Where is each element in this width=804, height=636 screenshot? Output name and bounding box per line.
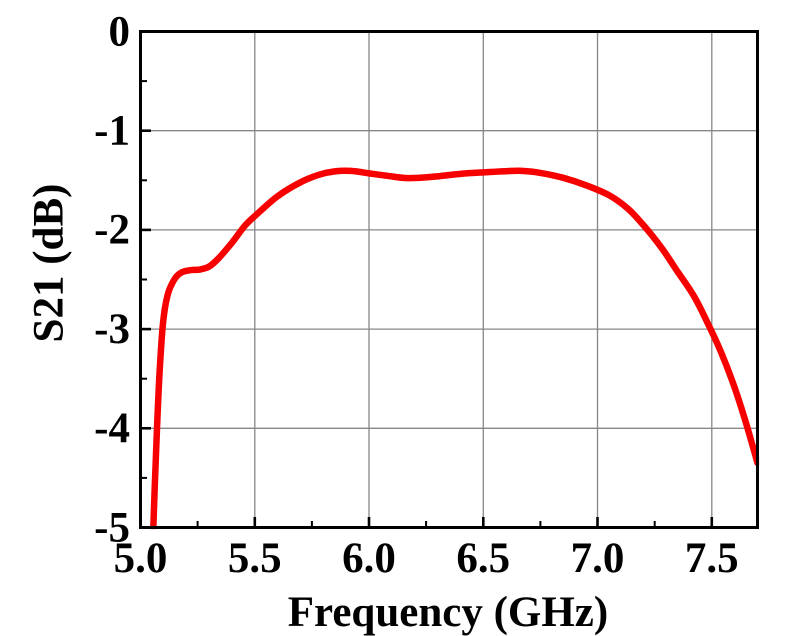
svg-text:Frequency (GHz): Frequency (GHz)	[288, 589, 608, 636]
svg-text:7.0: 7.0	[571, 535, 625, 582]
svg-text:7.5: 7.5	[685, 535, 739, 582]
svg-text:-2: -2	[94, 207, 130, 254]
svg-text:0: 0	[109, 8, 131, 55]
svg-text:-5: -5	[94, 504, 130, 551]
svg-text:-1: -1	[94, 108, 130, 155]
svg-text:-3: -3	[94, 306, 130, 353]
svg-text:5.0: 5.0	[114, 535, 168, 582]
svg-text:6.0: 6.0	[342, 535, 396, 582]
svg-text:-4: -4	[94, 405, 130, 452]
svg-text:S21 (dB): S21 (dB)	[26, 184, 73, 343]
svg-text:6.5: 6.5	[456, 535, 510, 582]
svg-text:5.5: 5.5	[228, 535, 282, 582]
